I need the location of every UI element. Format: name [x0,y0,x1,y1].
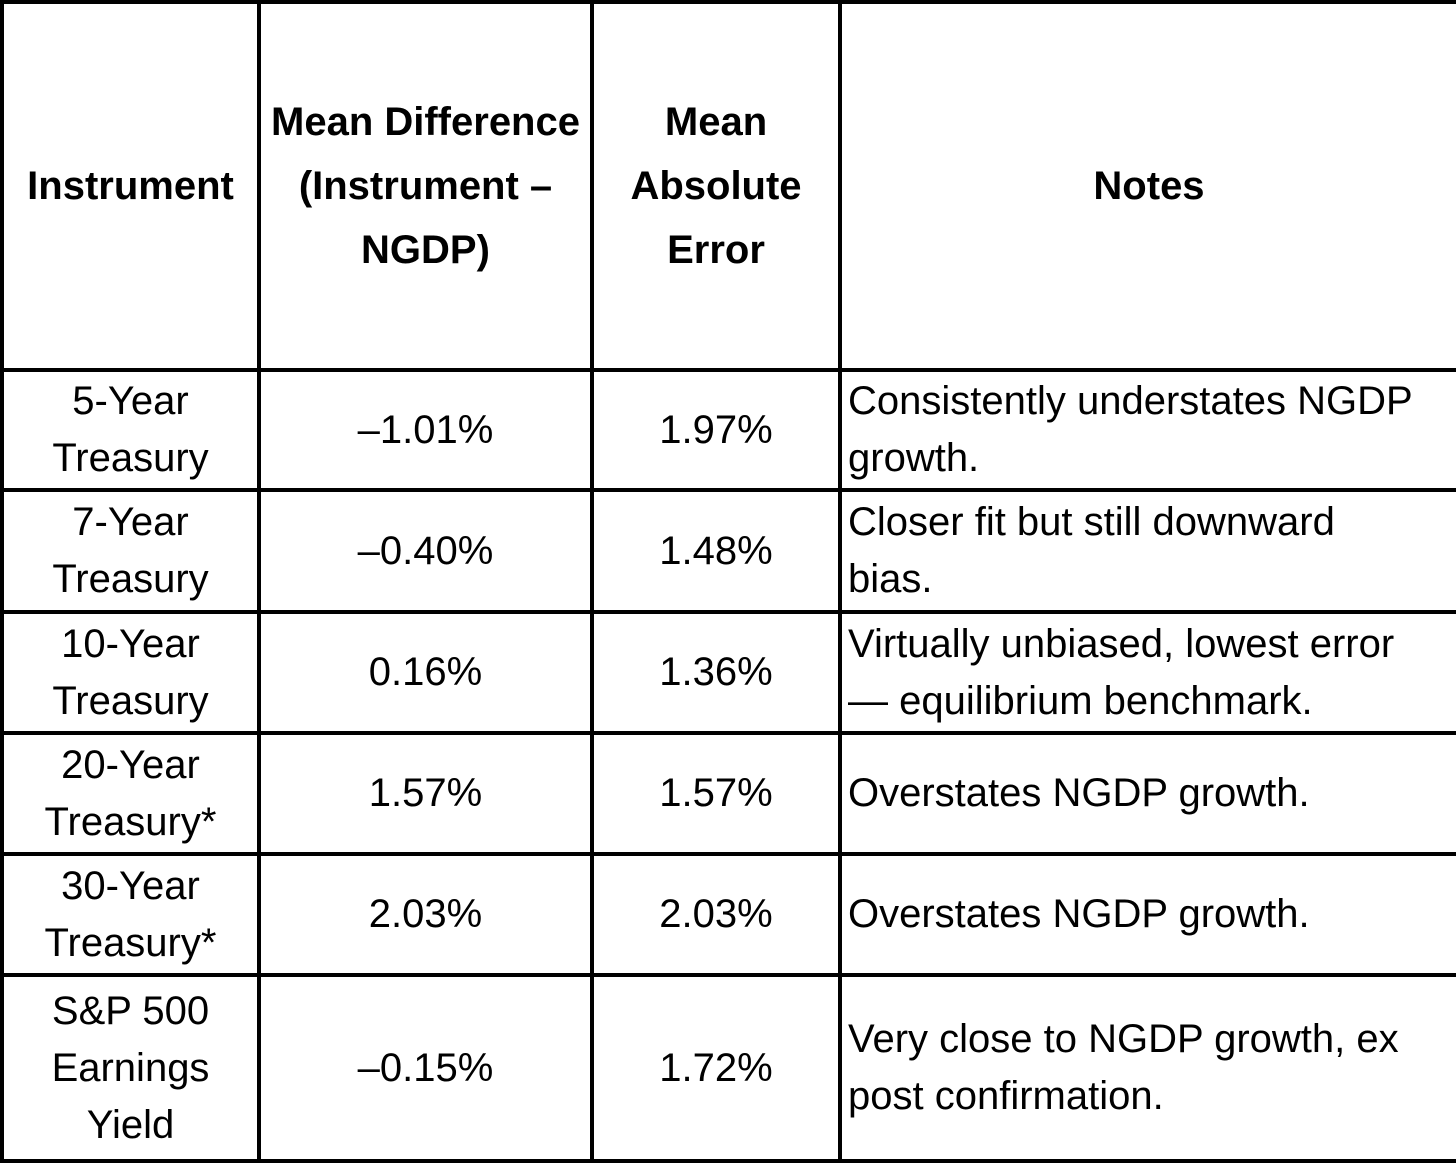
table-row: 30-Year Treasury* 2.03% 2.03% Overstates… [0,852,1456,977]
mean-difference-cell: 0.16% [257,610,594,735]
instrument-cell: S&P 500 Earnings Yield [0,973,261,1163]
column-header-notes: Notes [838,0,1456,372]
notes-cell: Closer fit but still downward bias. [838,488,1456,614]
table-row: S&P 500 Earnings Yield –0.15% 1.72% Very… [0,973,1456,1163]
instrument-cell: 10-Year Treasury [0,610,261,735]
mean-absolute-error-cell: 1.36% [590,610,842,735]
mean-absolute-error-cell: 1.72% [590,973,842,1163]
column-header-mean-absolute-error: Mean Absolute Error [590,0,842,372]
table-row: 7-Year Treasury –0.40% 1.48% Closer fit … [0,488,1456,614]
instrument-cell: 20-Year Treasury* [0,731,261,856]
table-row: 20-Year Treasury* 1.57% 1.57% Overstates… [0,731,1456,856]
mean-absolute-error-cell: 2.03% [590,852,842,977]
column-header-instrument: Instrument [0,0,261,372]
mean-difference-cell: 1.57% [257,731,594,856]
table-row: 10-Year Treasury 0.16% 1.36% Virtually u… [0,610,1456,735]
notes-cell: Very close to NGDP growth, ex post confi… [838,973,1456,1163]
instrument-cell: 7-Year Treasury [0,488,261,614]
instrument-cell: 5-Year Treasury [0,368,261,492]
column-header-mean-difference: Mean Difference (Instrument – NGDP) [257,0,594,372]
mean-absolute-error-cell: 1.57% [590,731,842,856]
instrument-cell: 30-Year Treasury* [0,852,261,977]
header-row: Instrument Mean Difference (Instrument –… [0,0,1456,372]
notes-cell: Overstates NGDP growth. [838,731,1456,856]
table-row: 5-Year Treasury –1.01% 1.97% Consistentl… [0,368,1456,492]
notes-cell: Virtually unbiased, lowest error — equil… [838,610,1456,735]
mean-difference-cell: –1.01% [257,368,594,492]
mean-absolute-error-cell: 1.48% [590,488,842,614]
mean-difference-cell: –0.15% [257,973,594,1163]
notes-cell: Overstates NGDP growth. [838,852,1456,977]
mean-difference-cell: 2.03% [257,852,594,977]
mean-absolute-error-cell: 1.97% [590,368,842,492]
mean-difference-cell: –0.40% [257,488,594,614]
notes-cell: Consistently understates NGDP growth. [838,368,1456,492]
